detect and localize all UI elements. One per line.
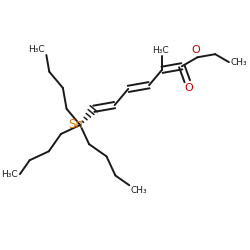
Text: O: O xyxy=(192,45,200,55)
Text: H₃C: H₃C xyxy=(2,170,18,178)
Text: O: O xyxy=(184,83,193,93)
Text: CH₃: CH₃ xyxy=(130,186,147,196)
Text: CH₃: CH₃ xyxy=(230,58,247,66)
Text: Sn: Sn xyxy=(68,118,83,132)
Text: H₃C: H₃C xyxy=(152,46,169,55)
Text: H₃C: H₃C xyxy=(28,44,45,54)
